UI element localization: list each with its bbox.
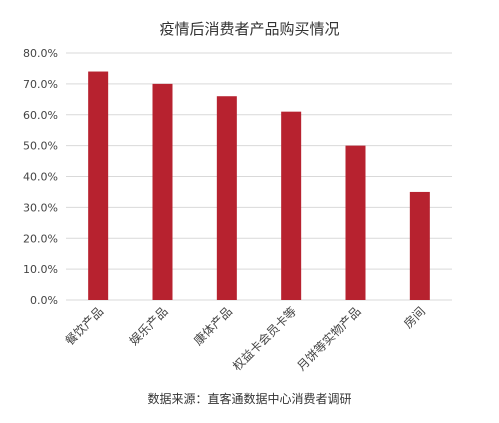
x-tick-label: 娱乐产品 <box>127 304 171 348</box>
chart-title: 疫情后消费者产品购买情况 <box>159 20 340 38</box>
bar <box>345 145 366 300</box>
x-tick-label: 月饼等实物产品 <box>294 304 364 374</box>
bar <box>409 191 430 300</box>
y-tick-label: 30.0% <box>23 201 58 214</box>
gridlines <box>66 52 452 301</box>
bar <box>281 111 302 300</box>
x-tick-label: 康体产品 <box>190 304 235 349</box>
bars <box>88 71 430 301</box>
y-tick-label: 70.0% <box>23 78 58 91</box>
x-tick-label: 房间 <box>400 304 428 332</box>
y-tick-label: 50.0% <box>23 140 58 153</box>
x-tick-label: 权益卡会员卡等 <box>230 304 299 373</box>
y-axis-ticks: 0.0% 10.0% 20.0% 30.0% 40.0% 50.0% 60.0% 70.0% 8… <box>23 47 58 307</box>
bar <box>88 71 109 301</box>
y-tick-label: 20.0% <box>23 232 58 245</box>
x-tick-label: 餐饮产品 <box>62 304 107 349</box>
y-tick-label: 80.0% <box>23 47 58 60</box>
y-tick-label: 60.0% <box>23 109 58 122</box>
y-tick-label: 40.0% <box>23 171 58 184</box>
y-tick-label: 0.0% <box>30 294 58 307</box>
bar <box>216 96 237 300</box>
source-note: 数据来源：直客通数据中心消费者调研 <box>147 392 352 406</box>
y-tick-label: 10.0% <box>23 263 58 276</box>
bar <box>152 83 173 300</box>
